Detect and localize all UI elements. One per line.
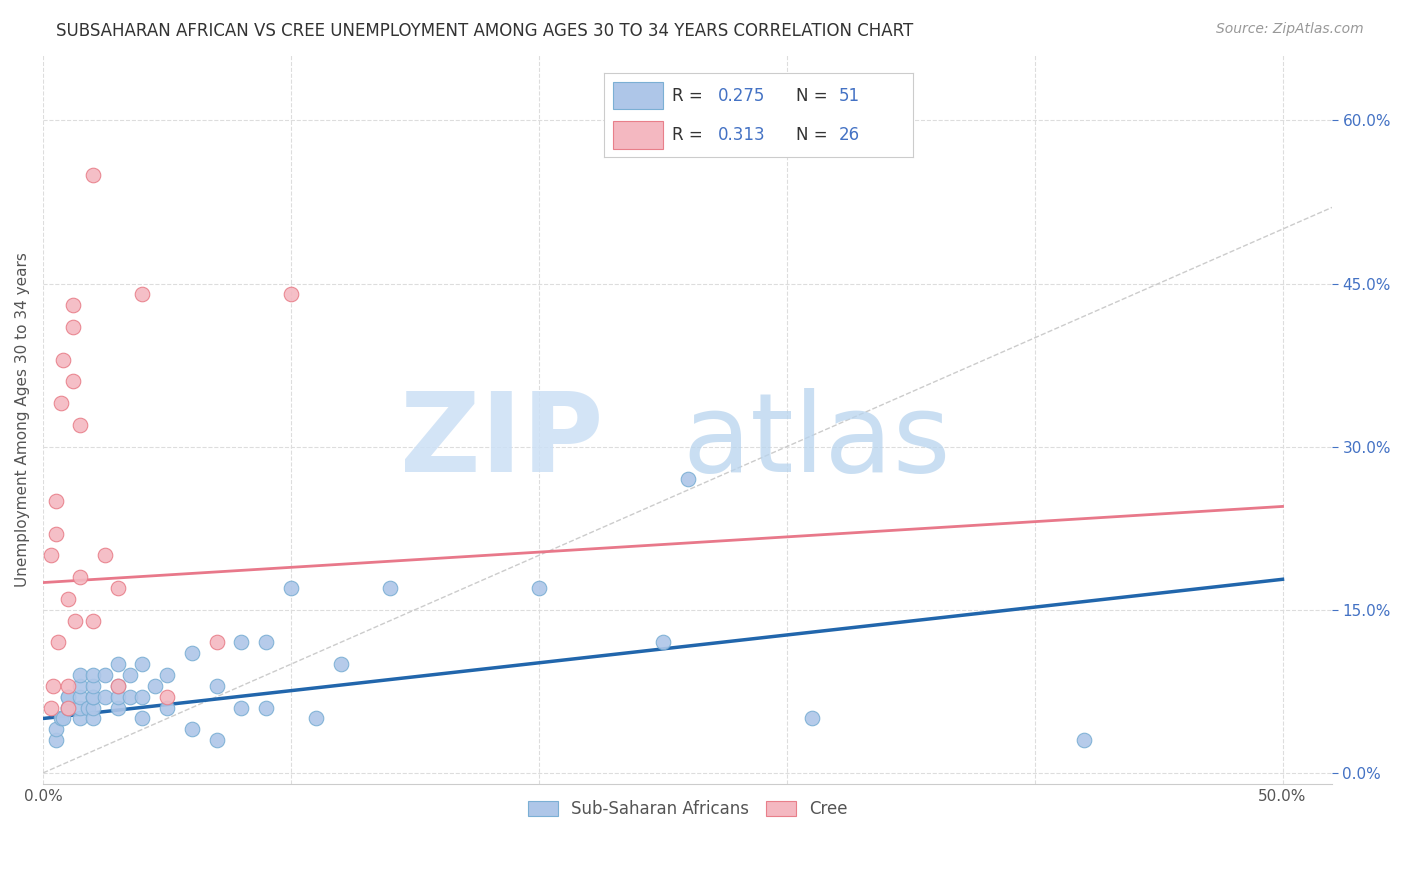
Point <box>131 690 153 704</box>
Point <box>82 668 104 682</box>
Point <box>107 679 129 693</box>
Point <box>52 352 75 367</box>
Point <box>280 287 302 301</box>
Point <box>39 700 62 714</box>
Point <box>156 700 179 714</box>
Point <box>69 570 91 584</box>
Y-axis label: Unemployment Among Ages 30 to 34 years: Unemployment Among Ages 30 to 34 years <box>15 252 30 587</box>
Point <box>46 635 69 649</box>
Point <box>56 591 79 606</box>
Point <box>82 679 104 693</box>
Point <box>45 733 67 747</box>
Point <box>651 635 673 649</box>
Point <box>156 690 179 704</box>
Point <box>62 320 84 334</box>
Point <box>254 700 277 714</box>
Point <box>329 657 352 672</box>
Point <box>56 679 79 693</box>
Point <box>82 700 104 714</box>
Point <box>62 375 84 389</box>
Point <box>107 657 129 672</box>
Point <box>94 549 117 563</box>
Point <box>118 668 141 682</box>
Point <box>62 298 84 312</box>
Point <box>39 549 62 563</box>
Point <box>45 526 67 541</box>
Point <box>231 635 253 649</box>
Point <box>49 711 72 725</box>
Text: ZIP: ZIP <box>401 388 603 495</box>
Point <box>45 723 67 737</box>
Point <box>69 690 91 704</box>
Legend: Sub-Saharan Africans, Cree: Sub-Saharan Africans, Cree <box>519 792 856 826</box>
Point <box>205 635 228 649</box>
Point <box>49 396 72 410</box>
Point <box>56 700 79 714</box>
Point <box>180 646 202 660</box>
Point <box>1073 733 1095 747</box>
Point <box>131 657 153 672</box>
Point <box>205 733 228 747</box>
Point <box>52 711 75 725</box>
Point <box>56 700 79 714</box>
Point <box>107 679 129 693</box>
Point <box>56 690 79 704</box>
Point <box>56 690 79 704</box>
Text: SUBSAHARAN AFRICAN VS CREE UNEMPLOYMENT AMONG AGES 30 TO 34 YEARS CORRELATION CH: SUBSAHARAN AFRICAN VS CREE UNEMPLOYMENT … <box>56 22 914 40</box>
Point <box>65 614 87 628</box>
Point <box>45 494 67 508</box>
Point <box>180 723 202 737</box>
Point <box>76 700 98 714</box>
Point <box>42 679 65 693</box>
Point <box>205 679 228 693</box>
Point <box>82 711 104 725</box>
Point <box>107 581 129 595</box>
Point <box>231 700 253 714</box>
Point <box>107 700 129 714</box>
Point <box>380 581 402 595</box>
Point <box>800 711 823 725</box>
Point <box>69 711 91 725</box>
Point <box>94 668 117 682</box>
Point <box>56 700 79 714</box>
Point <box>676 472 699 486</box>
Point <box>527 581 550 595</box>
Text: Source: ZipAtlas.com: Source: ZipAtlas.com <box>1216 22 1364 37</box>
Point <box>305 711 328 725</box>
Point <box>69 417 91 432</box>
Point <box>107 690 129 704</box>
Point <box>82 690 104 704</box>
Point <box>69 668 91 682</box>
Point <box>131 287 153 301</box>
Point <box>254 635 277 649</box>
Point <box>69 700 91 714</box>
Point <box>118 690 141 704</box>
Point <box>143 679 166 693</box>
Point <box>82 690 104 704</box>
Point <box>82 168 104 182</box>
Point <box>69 679 91 693</box>
Point <box>94 690 117 704</box>
Point <box>82 614 104 628</box>
Point <box>131 711 153 725</box>
Point <box>280 581 302 595</box>
Point <box>156 668 179 682</box>
Text: atlas: atlas <box>682 388 950 495</box>
